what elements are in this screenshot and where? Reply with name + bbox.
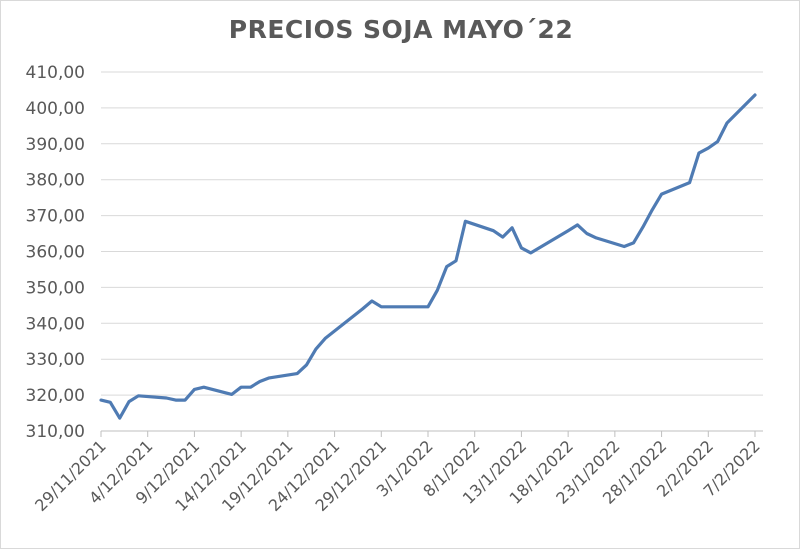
y-tick-label: 340,00 xyxy=(26,314,85,334)
y-tick-label: 390,00 xyxy=(26,135,85,155)
y-tick-label: 380,00 xyxy=(26,171,85,191)
y-tick-label: 370,00 xyxy=(26,207,85,227)
y-tick-label: 350,00 xyxy=(26,278,85,298)
y-tick-label: 320,00 xyxy=(26,386,85,406)
y-tick-label: 400,00 xyxy=(26,99,85,119)
y-tick-label: 410,00 xyxy=(26,63,85,83)
y-tick-label: 310,00 xyxy=(26,422,85,442)
y-tick-label: 360,00 xyxy=(26,243,85,263)
y-tick-label: 330,00 xyxy=(26,350,85,370)
